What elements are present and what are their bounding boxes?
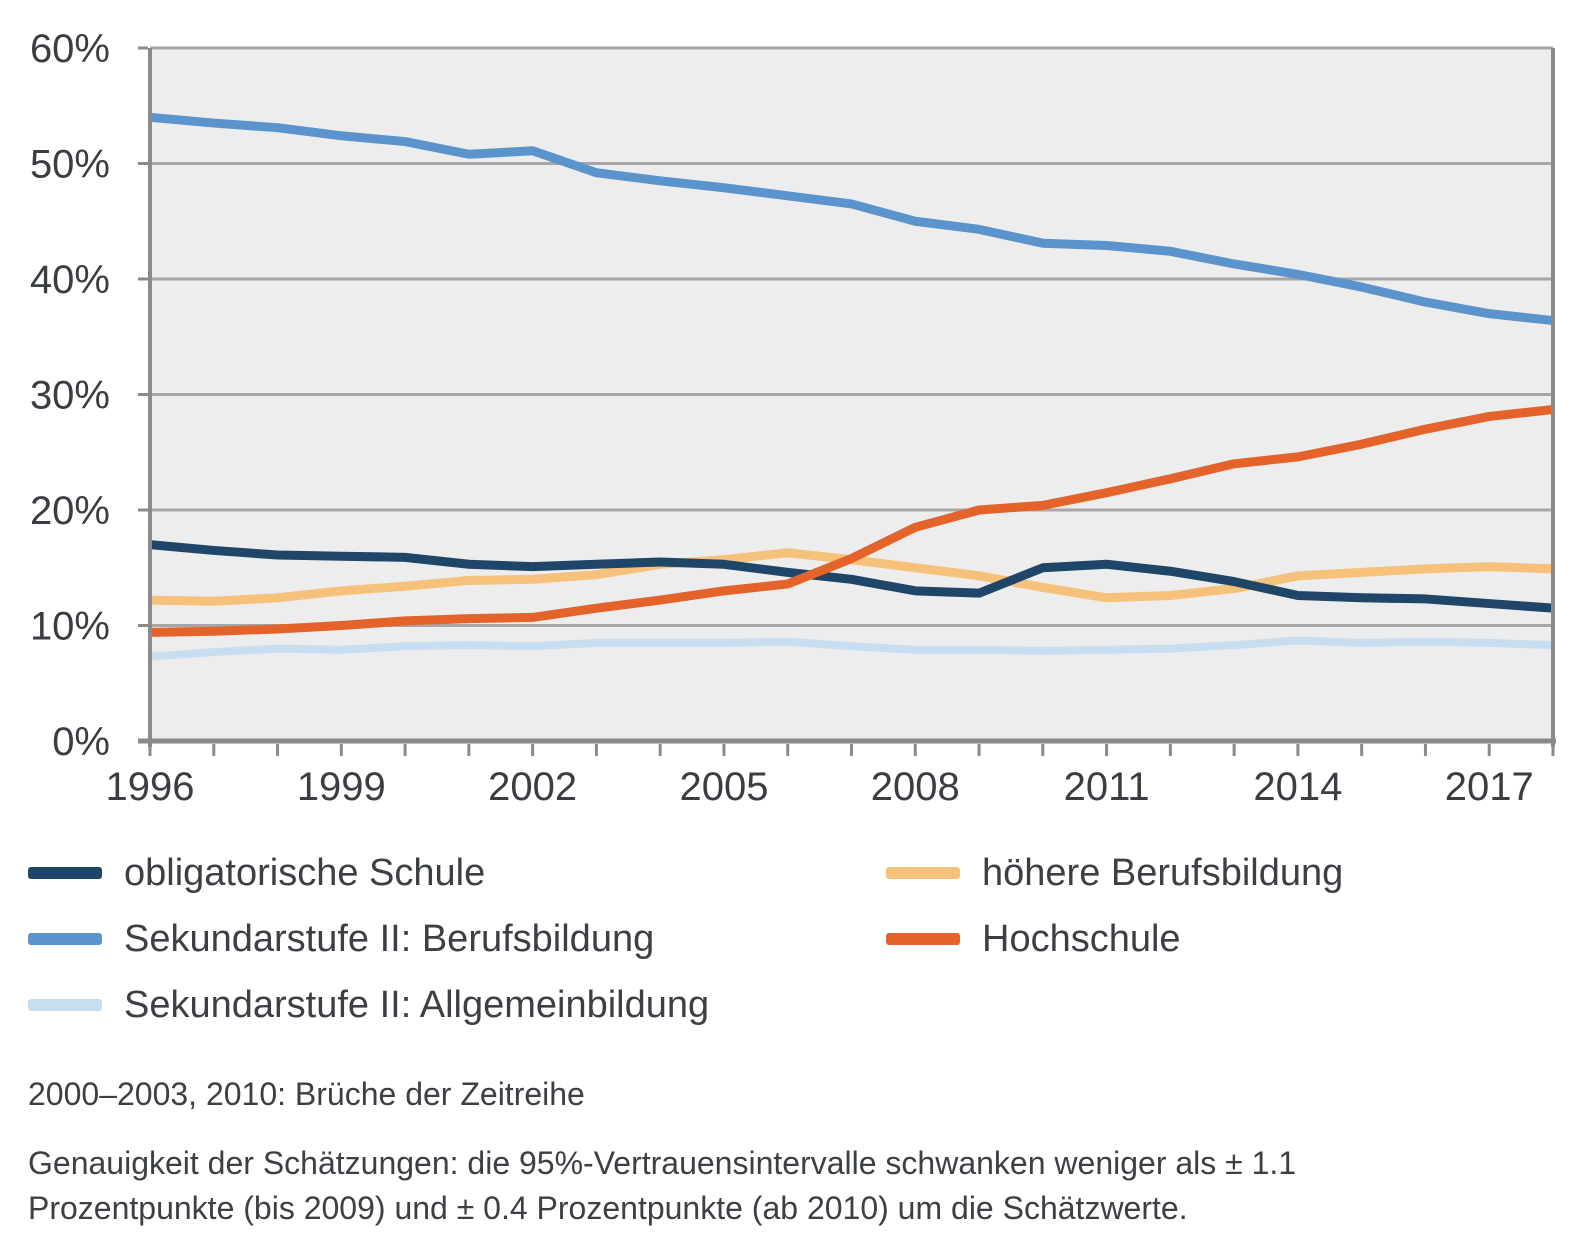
series-line-4: [149, 405, 1554, 637]
legend-item-sek2-allgemeinbildung: Sekundarstufe II: Allgemeinbildung: [28, 972, 886, 1038]
y-axis-label: 0%: [52, 720, 110, 764]
chart-legend: obligatorische Schule höhere Berufsbildu…: [0, 840, 1580, 1038]
footnote-accuracy-line2: Prozentpunkte (bis 2009) und ± 0.4 Proze…: [28, 1190, 1188, 1226]
x-axis-label: 2011: [1064, 765, 1150, 809]
x-axis-label: 2014: [1253, 765, 1342, 809]
legend-swatch-light-orange: [886, 867, 960, 879]
footnote-accuracy: Genauigkeit der Schätzungen: die 95%-Ver…: [28, 1141, 1580, 1231]
x-axis-label: 1999: [297, 765, 386, 809]
y-axis-label: 30%: [30, 374, 110, 418]
legend-label: höhere Berufsbildung: [982, 851, 1344, 894]
x-axis-label: 2005: [679, 765, 768, 809]
legend-swatch-light-blue: [28, 999, 102, 1011]
y-axis-label: 60%: [30, 27, 110, 71]
x-axis-label: 2008: [871, 765, 960, 809]
legend-label: Hochschule: [982, 917, 1181, 960]
footnote-accuracy-line1: Genauigkeit der Schätzungen: die 95%-Ver…: [28, 1145, 1297, 1181]
x-axis-label: 1996: [106, 765, 195, 809]
legend-swatch-medium-blue: [28, 933, 102, 945]
legend-swatch-orange: [886, 933, 960, 945]
y-axis-label: 20%: [30, 489, 110, 533]
legend-item-hoehere-berufsbildung: höhere Berufsbildung: [886, 840, 1580, 906]
series-line-0: [149, 540, 1554, 613]
x-axis-label: 2002: [488, 765, 577, 809]
x-axis-label: 2017: [1445, 765, 1534, 809]
y-axis-label: 10%: [30, 605, 110, 649]
y-axis-label: 50%: [30, 143, 110, 187]
series-line-2: [149, 636, 1554, 661]
series-line-1: [149, 112, 1554, 326]
legend-label: Sekundarstufe II: Allgemeinbildung: [124, 983, 710, 1026]
legend-item-sek2-berufsbildung: Sekundarstufe II: Berufsbildung: [28, 906, 886, 972]
legend-label: obligatorische Schule: [124, 851, 486, 894]
footnote-series-breaks: 2000–2003, 2010: Brüche der Zeitreihe: [28, 1076, 585, 1112]
footnotes: 2000–2003, 2010: Brüche der Zeitreihe Ge…: [0, 1076, 1580, 1231]
y-axis-label: 40%: [30, 258, 110, 302]
legend-label: Sekundarstufe II: Berufsbildung: [124, 917, 655, 960]
legend-swatch-dark-blue: [28, 867, 102, 879]
legend-item-hochschule: Hochschule: [886, 906, 1580, 972]
legend-item-obligatorische-schule: obligatorische Schule: [28, 840, 886, 906]
line-chart: 0% 10% 20% 30% 40% 50% 60% 1996 1999 2002 2005 2008…: [30, 27, 1556, 809]
